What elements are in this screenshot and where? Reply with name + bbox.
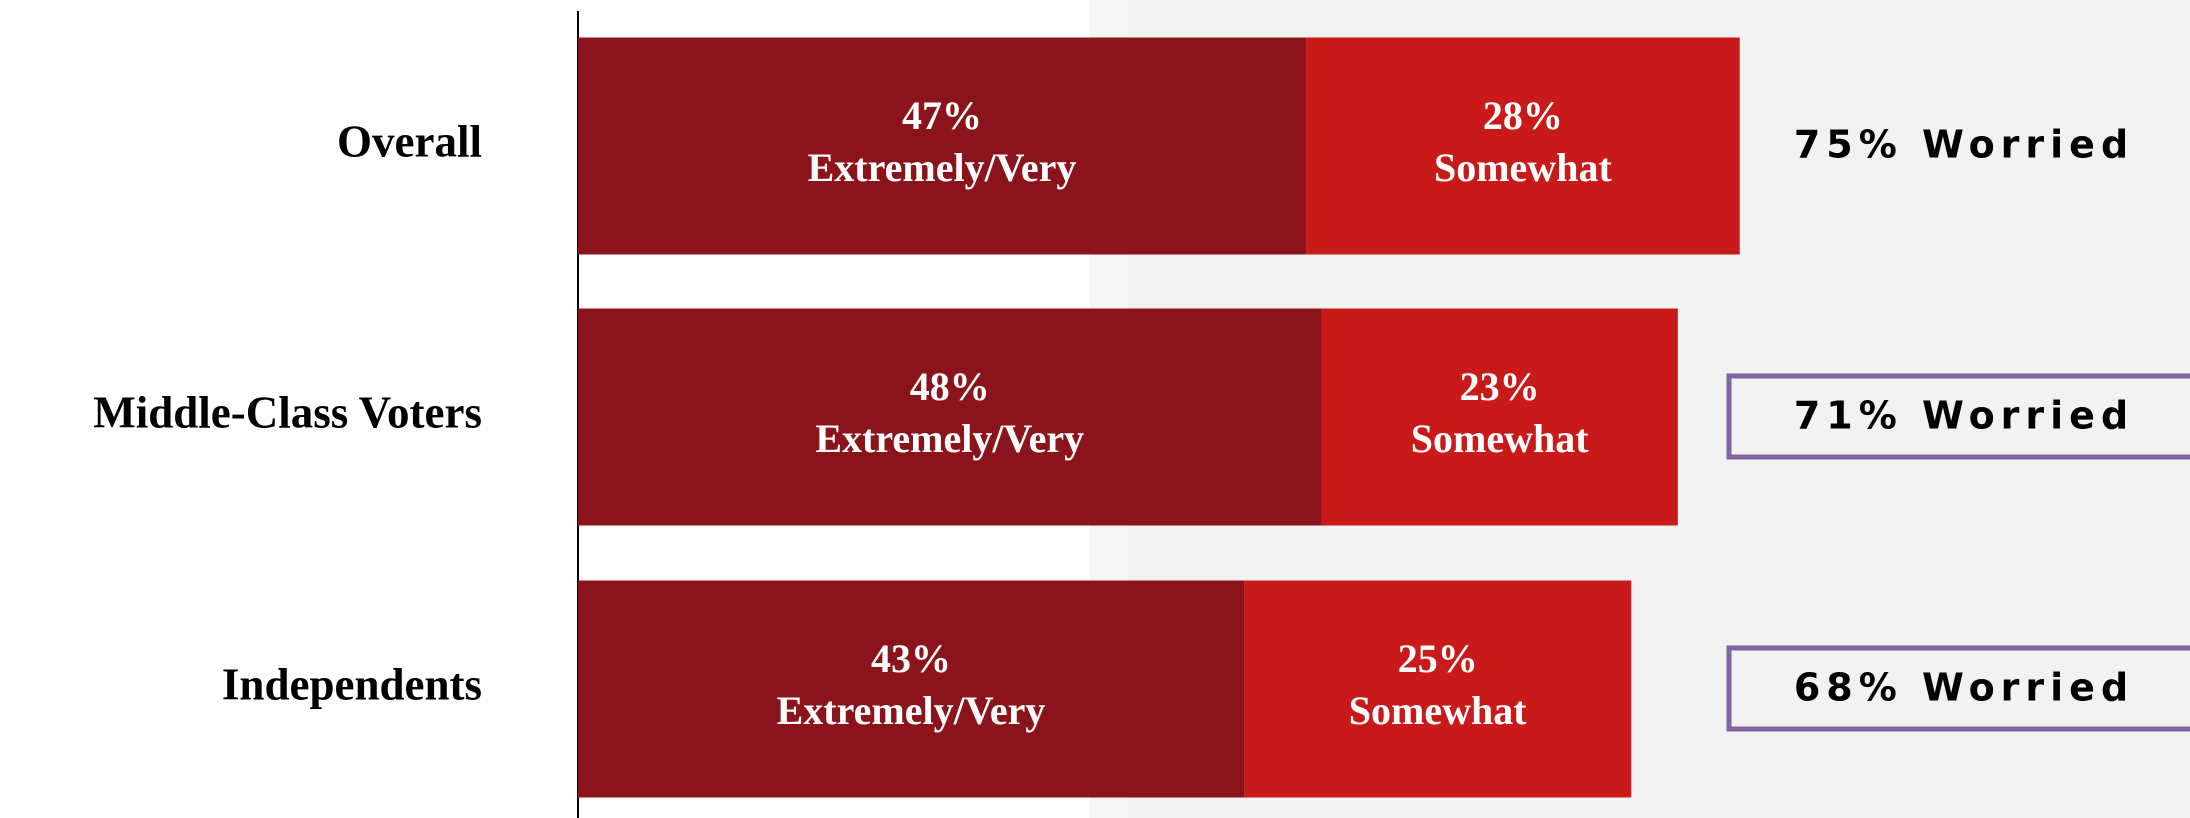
total-box [1726,645,2190,732]
segment-value-label: 25% [1398,636,1478,681]
segment-value-label: 48% [910,364,990,409]
bar-segment [1306,37,1740,255]
total-label: 71% Worried [1794,394,2134,438]
total-box [1726,373,2190,460]
bar-segment [578,37,1307,255]
bar-segment [578,308,1322,526]
segment-series-label: Somewhat [1349,688,1527,733]
segment-value-label: 47% [902,93,982,138]
segment-value-label: 43% [871,636,951,681]
bar-segment [1321,308,1678,526]
segment-series-label: Extremely/Very [808,145,1077,190]
category-label: Middle-Class Voters [93,387,482,437]
segment-series-label: Extremely/Very [815,416,1084,461]
total-label: 75% Worried [1794,123,2134,167]
category-label: Independents [222,659,482,709]
segment-series-label: Somewhat [1411,416,1589,461]
segment-value-label: 28% [1483,93,1563,138]
bar-segment [578,580,1245,798]
bar-segment [1244,580,1632,798]
total-label: 68% Worried [1794,666,2134,710]
segment-series-label: Extremely/Very [777,688,1046,733]
category-label: Overall [337,116,482,166]
segment-series-label: Somewhat [1434,145,1612,190]
segment-value-label: 23% [1460,364,1540,409]
